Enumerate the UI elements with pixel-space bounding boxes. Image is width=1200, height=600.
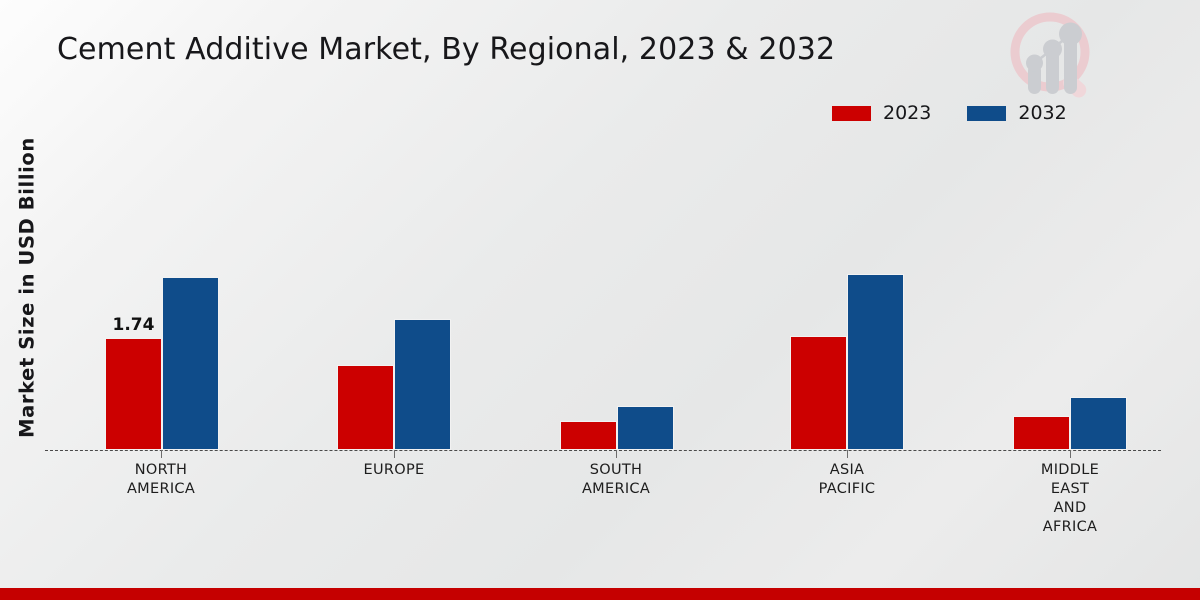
bar-2032-middle-east-and-africa[interactable] [1070,397,1127,450]
chart-title: Cement Additive Market, By Regional, 202… [57,32,836,67]
x-axis-label: MIDDLE EAST AND AFRICA [980,461,1160,537]
x-axis-label-line: MIDDLE [1040,462,1100,478]
bar-2032-asia-pacific[interactable] [847,274,904,450]
bar-2032-europe[interactable] [394,319,451,450]
x-axis-label-line: SOUTH [589,462,643,478]
x-axis-label-line: ASIA [829,462,865,478]
x-axis-label-line: EUROPE [363,462,425,478]
x-axis-tick [847,450,848,458]
x-axis-tick [394,450,395,458]
legend-label-2023: 2023 [883,102,932,124]
x-axis-tick [161,450,162,458]
x-axis-tick [616,450,617,458]
bar-2032-north-america[interactable] [162,277,219,450]
x-axis-label: SOUTH AMERICA [526,461,706,499]
x-axis-label: NORTH AMERICA [71,461,251,499]
x-axis-label-line: AMERICA [581,481,651,497]
x-axis-label-line: EAST [1050,481,1090,497]
x-axis-label: ASIA PACIFIC [757,461,937,499]
x-axis-label-line: PACIFIC [818,481,876,497]
bars-layer: 1.74 [105,274,1127,450]
x-axis-label-line: AND [1053,500,1087,516]
legend-swatch-2023 [832,106,871,121]
axis-baseline [45,450,1161,451]
x-axis-label-line: NORTH [134,462,188,478]
bar-2023-north-america[interactable]: 1.74 [105,315,162,450]
bar-2023-asia-pacific[interactable] [790,336,847,450]
bottom-accent-band [0,588,1200,600]
legend-swatch-2032 [967,106,1007,121]
x-axis-label-line: AMERICA [126,481,196,497]
bar-2032-south-america[interactable] [617,406,674,450]
legend-label-2032: 2032 [1018,102,1067,124]
bar-2023-europe[interactable] [337,365,394,450]
x-axis-label: EUROPE [304,461,484,480]
bar-value-label: 1.74 [112,315,155,335]
x-axis-label-line: AFRICA [1042,519,1098,535]
bar-2023-middle-east-and-africa[interactable] [1013,416,1070,450]
x-axis-tick [1070,450,1071,458]
legend-item-2032[interactable]: 2032 [967,102,1067,124]
chart-legend: 2023 2032 [832,104,1067,123]
bar-2023-south-america[interactable] [560,421,617,450]
legend-item-2023[interactable]: 2023 [832,104,931,123]
